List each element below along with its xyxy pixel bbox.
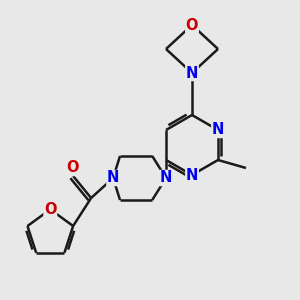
Text: N: N — [186, 65, 198, 80]
Text: N: N — [212, 122, 224, 137]
Text: N: N — [107, 170, 119, 185]
Text: O: O — [186, 17, 198, 32]
Text: O: O — [44, 202, 56, 217]
Text: N: N — [160, 170, 172, 185]
Text: O: O — [66, 160, 78, 175]
Text: N: N — [186, 167, 198, 182]
